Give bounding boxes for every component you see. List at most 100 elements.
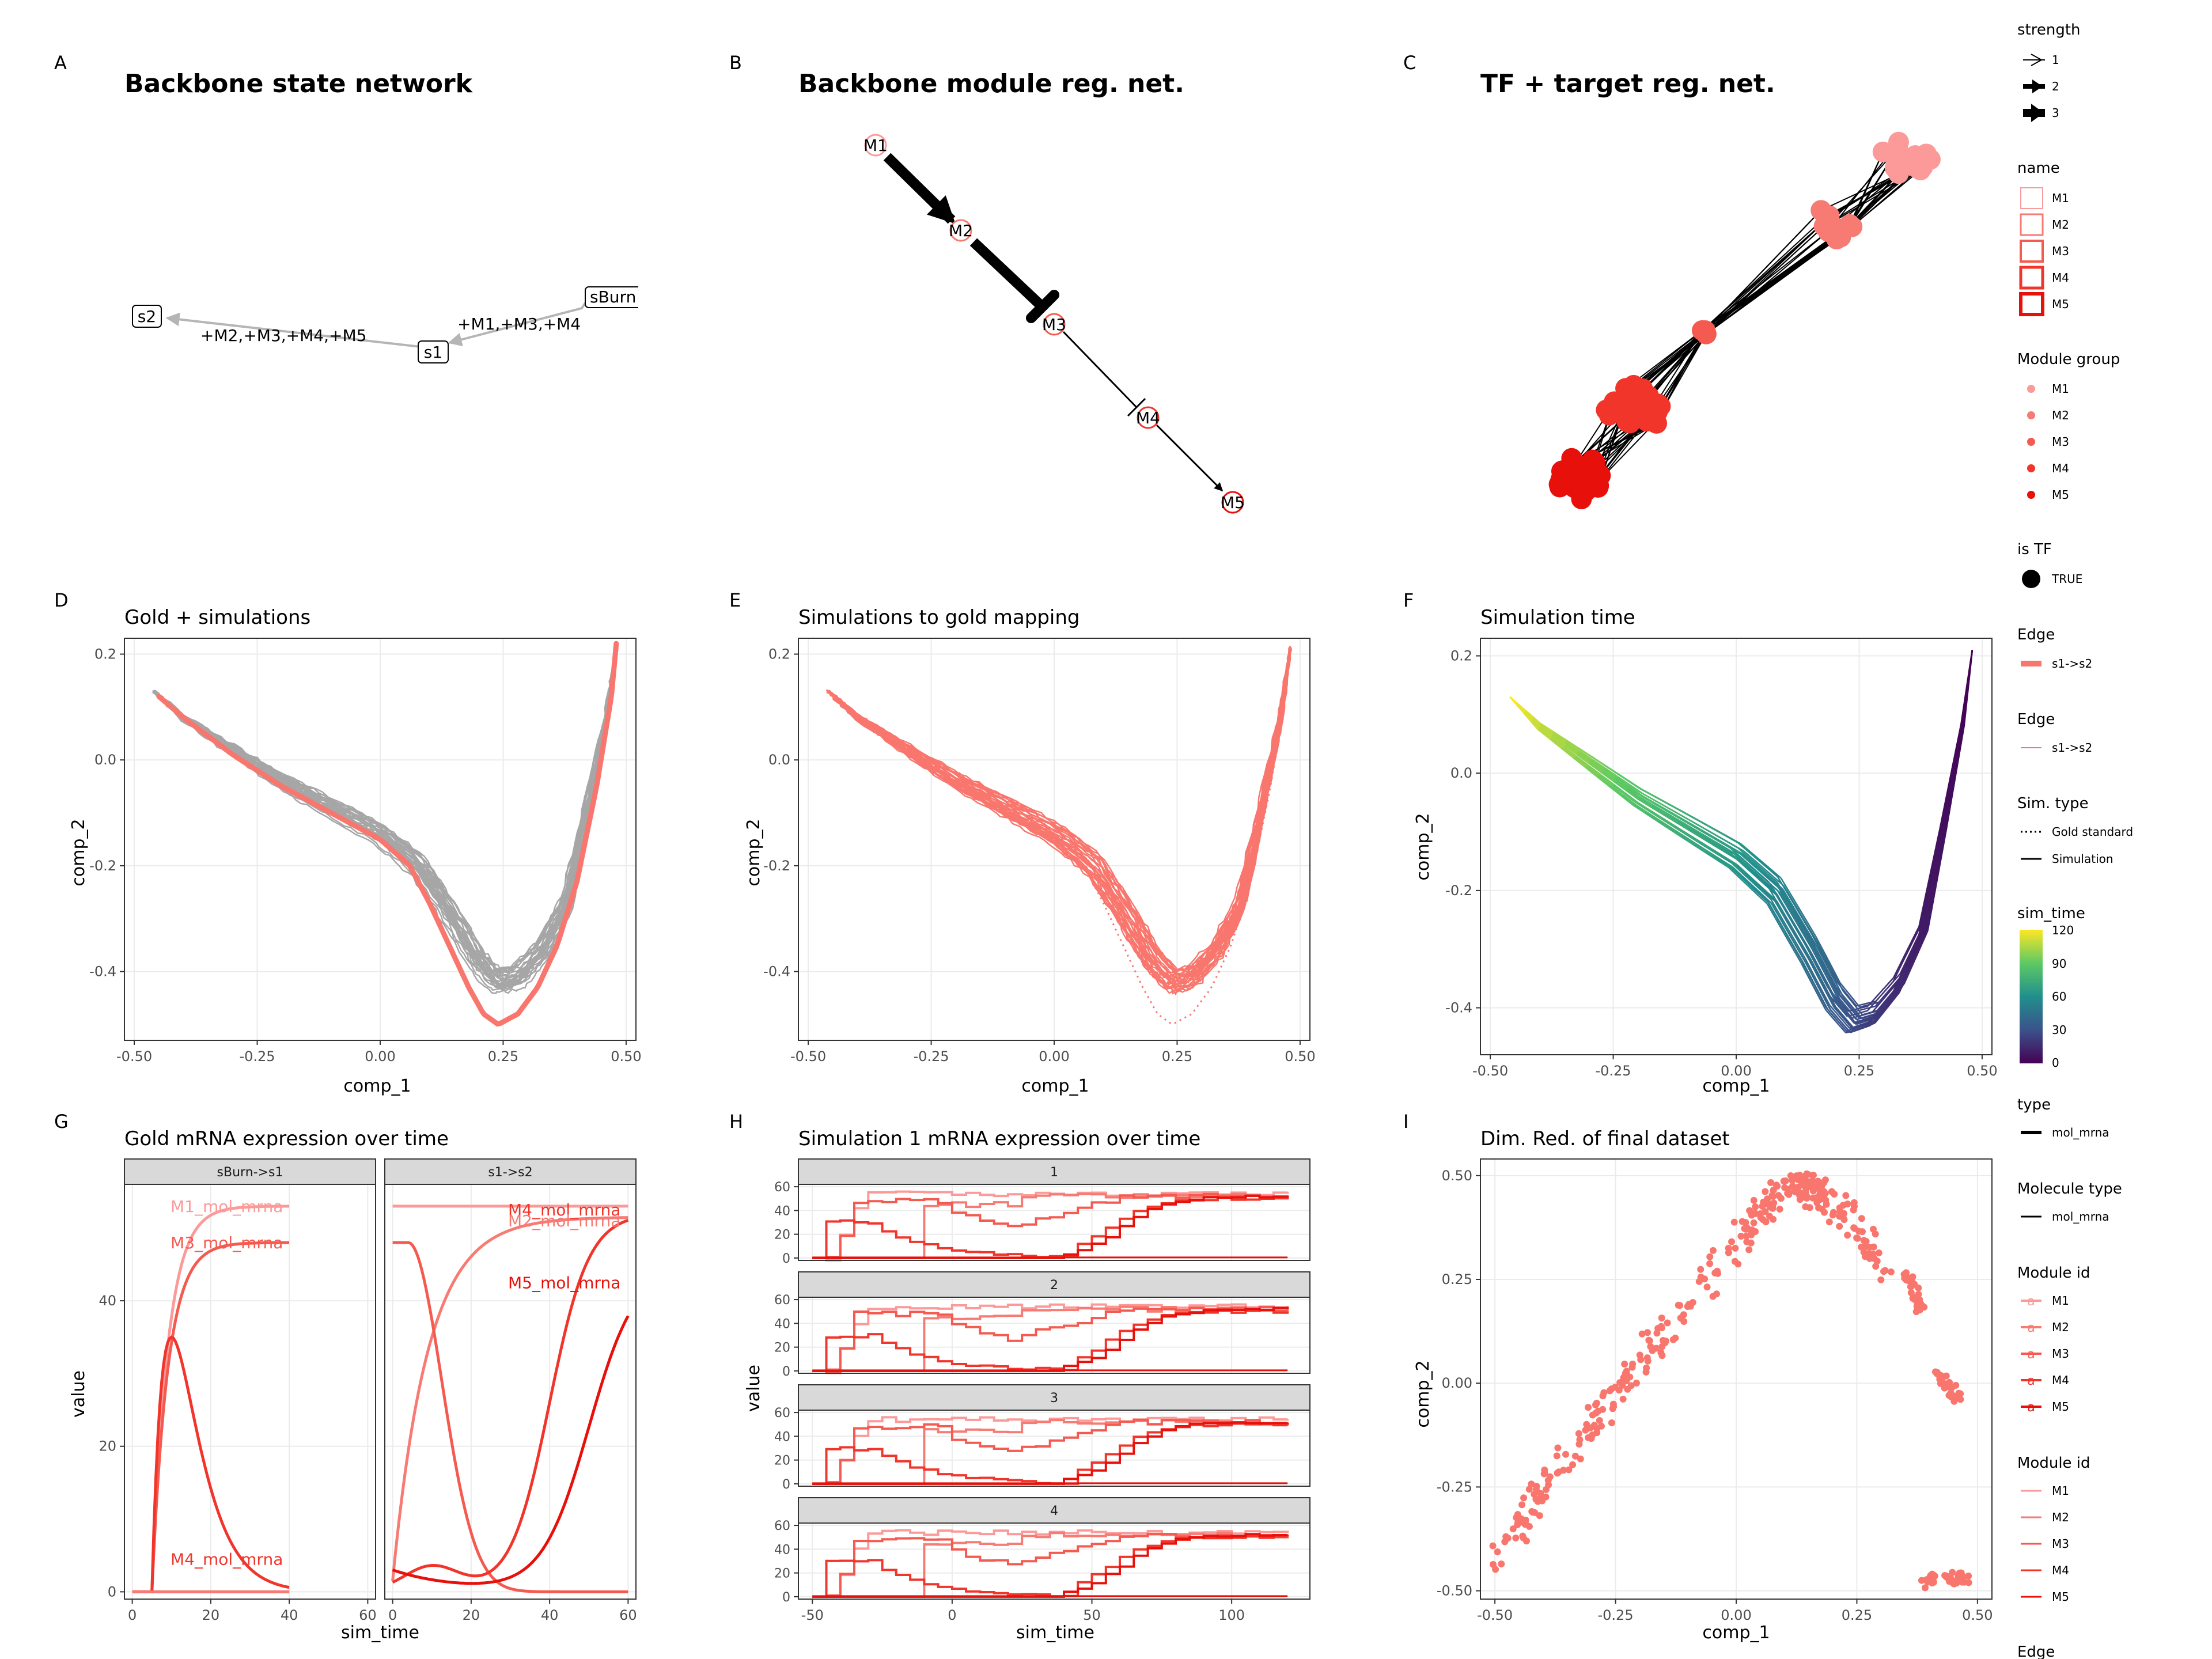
- facet-border: [798, 1410, 1310, 1487]
- sim-time-segment: [1532, 718, 1541, 726]
- cell-point: [1944, 1383, 1952, 1391]
- panel-letter-g: G: [54, 1111, 69, 1132]
- simulation-mapped-line: [828, 649, 1290, 994]
- node-m4: M4: [1136, 406, 1160, 429]
- sim-time-segment: [1699, 836, 1713, 845]
- cell-point: [1909, 1294, 1916, 1302]
- cell-point: [1520, 1494, 1528, 1502]
- tick-label-x: 20: [202, 1607, 220, 1623]
- panel-b: Backbone module reg. net. M1 M2 M3 M4 M5: [798, 69, 1245, 514]
- sim-time-segment: [1840, 1012, 1846, 1019]
- sim-time-segment: [1732, 866, 1743, 877]
- sim-time-segment: [1711, 843, 1725, 853]
- cell-point: [1544, 1476, 1552, 1484]
- svg-text:M4: M4: [1136, 408, 1160, 427]
- svg-text:M1: M1: [863, 136, 888, 155]
- sim-time-segment: [1859, 1018, 1865, 1022]
- sim-time-segment: [1795, 916, 1805, 932]
- tick-label-x: 0: [948, 1607, 956, 1623]
- facet-border: [124, 1184, 376, 1600]
- facet-strip-label: s1->s2: [488, 1165, 532, 1180]
- sim-time-segment: [1756, 876, 1767, 887]
- cell-point: [1903, 1276, 1910, 1283]
- panel-h: Simulation 1 mRNA expression over time 1…: [744, 1127, 1310, 1643]
- sim-time-segment: [1550, 738, 1563, 749]
- cell-point: [1531, 1509, 1539, 1516]
- sim-time-segment: [1856, 1025, 1862, 1028]
- panel-h-title: Simulation 1 mRNA expression over time: [798, 1127, 1200, 1150]
- plot-i-tick-label-y: 0.50: [1442, 1168, 1472, 1184]
- regulatory-edge: [1706, 225, 1851, 335]
- plot-i-tick-label-y: 0.25: [1442, 1271, 1472, 1287]
- sim-time-segment: [1532, 716, 1541, 724]
- module-id-key-label: M5: [2052, 1590, 2069, 1604]
- sim-time-segment: [1840, 1024, 1847, 1032]
- cell-point: [1725, 1249, 1732, 1256]
- cell-point: [1582, 1426, 1589, 1434]
- sim-time-segment: [1928, 884, 1935, 910]
- sim-time-segment: [1830, 967, 1838, 980]
- tick-label-y: 20: [774, 1341, 790, 1355]
- svg-text:s1->s2: s1->s2: [2052, 741, 2092, 755]
- sim-time-segment: [1917, 934, 1925, 949]
- node-m3: M3: [1042, 313, 1066, 336]
- tick-label-y: 40: [774, 1317, 790, 1331]
- sim-time-segment: [1623, 794, 1636, 805]
- panel-letter-i: I: [1403, 1111, 1408, 1132]
- plot-i-tick-label-y: -0.50: [1437, 1583, 1472, 1599]
- sim-time-segment: [1783, 933, 1794, 949]
- sim-time-segment: [1851, 1006, 1858, 1013]
- sim-time-segment: [1760, 874, 1771, 885]
- sim-time-segment: [1830, 969, 1838, 983]
- sim-time-segment: [1923, 899, 1930, 923]
- cell-point: [1585, 1404, 1592, 1411]
- sim-time-segment: [1831, 998, 1838, 1005]
- strength-key-2: 2: [2023, 79, 2059, 93]
- svg-text:M3: M3: [1042, 315, 1066, 334]
- sim-time-segment: [1673, 825, 1687, 835]
- svg-text:60: 60: [2052, 990, 2066, 1003]
- cell-point: [1855, 1228, 1863, 1235]
- panel-e-ylabel: comp_2: [744, 819, 764, 886]
- legend-module-group-keys: M1 M2 M3 M4 M5: [2027, 382, 2069, 502]
- panel-e-xlabel: comp_1: [1021, 1076, 1089, 1096]
- sim-time-segment: [1762, 871, 1774, 881]
- edge-m2-m3: [969, 238, 1048, 312]
- cell-point: [1590, 1422, 1598, 1429]
- svg-text:s2: s2: [138, 307, 156, 326]
- tick-label-x: 40: [541, 1607, 559, 1623]
- tf-node: [1550, 469, 1571, 490]
- plot-d-tick-label-x: -0.50: [116, 1048, 152, 1065]
- sim-time-segment: [1644, 812, 1657, 821]
- sim-time-segment: [1823, 983, 1831, 996]
- sim-time-segment: [1811, 934, 1819, 947]
- sim-time-segment: [1887, 980, 1895, 988]
- cell-point: [1532, 1485, 1540, 1493]
- sim-time-segment: [1912, 939, 1920, 954]
- cell-point: [1689, 1299, 1696, 1306]
- sim-time-segment: [1927, 903, 1934, 929]
- sim-time-segment: [1653, 805, 1666, 814]
- legend-name: name M1 M2 M3 M4 M5: [2017, 160, 2069, 316]
- svg-text:s1: s1: [424, 343, 442, 362]
- simulation-mapped-line: [828, 650, 1292, 972]
- tick-label-y: 40: [774, 1543, 790, 1557]
- svg-text:mol_mrna: mol_mrna: [2052, 1210, 2109, 1224]
- cell-point: [1942, 1372, 1950, 1380]
- curve-label: M4_mol_mrna: [171, 1550, 283, 1569]
- sim-time-segment: [1735, 864, 1746, 875]
- sim-time-segment: [1824, 969, 1832, 982]
- svg-text:strength: strength: [2017, 21, 2081, 39]
- svg-text:Sim. type: Sim. type: [2017, 795, 2089, 812]
- sim-time-segment: [1588, 762, 1602, 773]
- legend-column: strength 1 2 3 name M1 M2 M3 M4 M5: [2017, 21, 2133, 1659]
- sim-time-segment: [1551, 737, 1565, 748]
- cell-point: [1518, 1501, 1526, 1509]
- sim-time-segment: [1717, 844, 1730, 853]
- cell-point: [1644, 1329, 1652, 1336]
- sim-time-segment: [1944, 776, 1952, 803]
- cell-point: [1680, 1318, 1688, 1325]
- sim-time-segment: [1730, 846, 1744, 855]
- sim-time-segment: [1827, 995, 1835, 1008]
- sim-time-segment: [1635, 804, 1648, 813]
